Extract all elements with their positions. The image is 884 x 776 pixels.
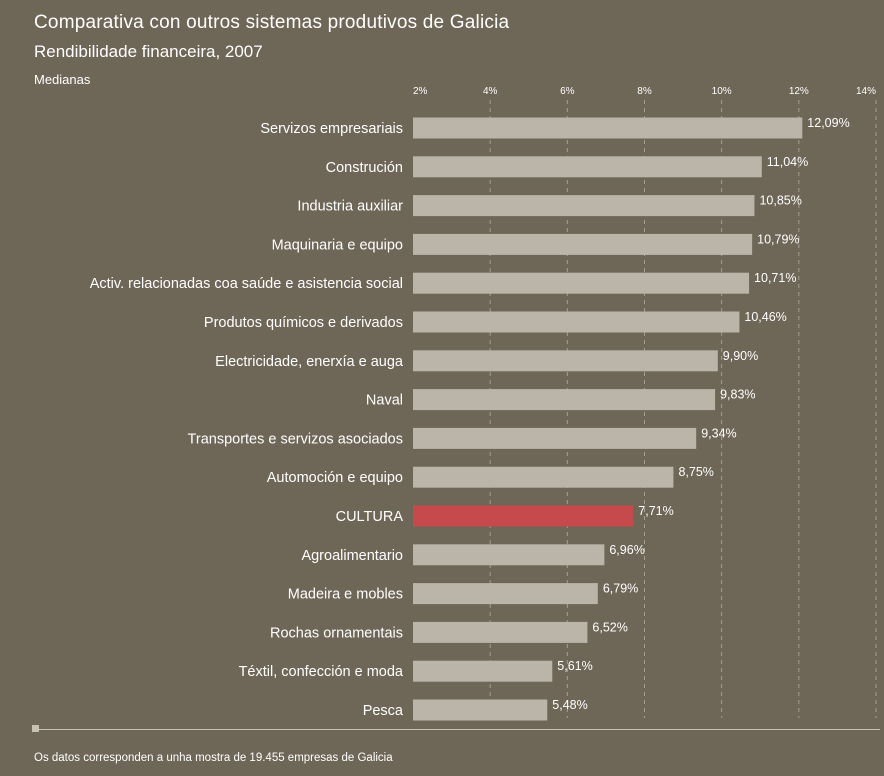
value-label: 9,90% xyxy=(723,349,758,363)
bar xyxy=(413,583,598,605)
category-label: Téxtil, confección e moda xyxy=(239,664,404,680)
value-label: 8,75% xyxy=(678,465,713,479)
value-label: 7,71% xyxy=(638,504,673,518)
category-label: Rochas ornamentais xyxy=(270,625,403,641)
category-label: Pesca xyxy=(363,703,404,719)
bar xyxy=(413,117,803,139)
value-label: 6,52% xyxy=(592,620,627,634)
bar xyxy=(413,621,588,643)
value-label: 10,46% xyxy=(744,310,786,324)
category-label: Maquinaria e equipo xyxy=(272,237,403,253)
bar xyxy=(413,505,634,527)
footer-note: Os datos corresponden a unha mostra de 1… xyxy=(34,752,393,764)
x-tick-label: 4% xyxy=(483,86,498,97)
x-tick-label: 14% xyxy=(856,86,876,97)
category-label: Transportes e servizos asociados xyxy=(188,431,403,447)
category-label: Naval xyxy=(366,393,403,409)
bar xyxy=(413,427,697,449)
value-label: 11,04% xyxy=(767,155,808,169)
x-tick-label: 10% xyxy=(712,86,732,97)
x-tick-label: 2% xyxy=(413,86,428,97)
category-label: Produtos químicos e derivados xyxy=(204,315,403,331)
bar xyxy=(413,195,755,217)
category-label: Construción xyxy=(326,160,403,176)
chart-title: Comparativa con outros sistemas produtiv… xyxy=(34,12,510,33)
value-label: 9,34% xyxy=(701,426,736,440)
category-label: Electricidade, enerxía e auga xyxy=(215,354,404,370)
bar xyxy=(413,350,718,372)
bar xyxy=(413,233,753,255)
bar xyxy=(413,699,548,721)
category-label: Activ. relacionadas coa saúde e asistenc… xyxy=(90,276,403,292)
category-label: Agroalimentario xyxy=(301,548,403,564)
value-label: 10,71% xyxy=(754,271,796,285)
category-label: Servizos empresariais xyxy=(260,121,403,137)
bar xyxy=(413,466,674,488)
value-label: 9,83% xyxy=(720,388,755,402)
bottom-rule xyxy=(34,729,880,730)
bar xyxy=(413,544,605,566)
value-label: 6,79% xyxy=(603,582,638,596)
bar xyxy=(413,389,716,411)
x-tick-label: 8% xyxy=(637,86,652,97)
bar xyxy=(413,660,553,682)
category-label: Madeira e mobles xyxy=(288,587,403,603)
category-label: Automoción e equipo xyxy=(267,470,403,486)
value-label: 5,48% xyxy=(552,698,587,712)
bar xyxy=(413,156,762,178)
value-label: 10,85% xyxy=(759,194,801,208)
bar-chart: 2% 4% 6% 8% 10% 12% 14% Servizos empresariais 12… xyxy=(90,86,877,721)
category-label: Industria auxiliar xyxy=(297,199,403,215)
x-tick-label: 12% xyxy=(789,86,809,97)
category-label: CULTURA xyxy=(336,509,404,525)
value-label: 12,09% xyxy=(807,116,849,130)
x-tick-label: 6% xyxy=(560,86,575,97)
bar xyxy=(413,272,750,294)
value-label: 10,79% xyxy=(757,232,799,246)
value-label: 6,96% xyxy=(609,543,644,557)
chart-note: Medianas xyxy=(34,72,91,87)
bottom-rule-marker xyxy=(32,725,39,732)
chart-subtitle: Rendibilidade financeira, 2007 xyxy=(34,42,263,61)
value-label: 5,61% xyxy=(557,659,592,673)
bar xyxy=(413,311,740,333)
